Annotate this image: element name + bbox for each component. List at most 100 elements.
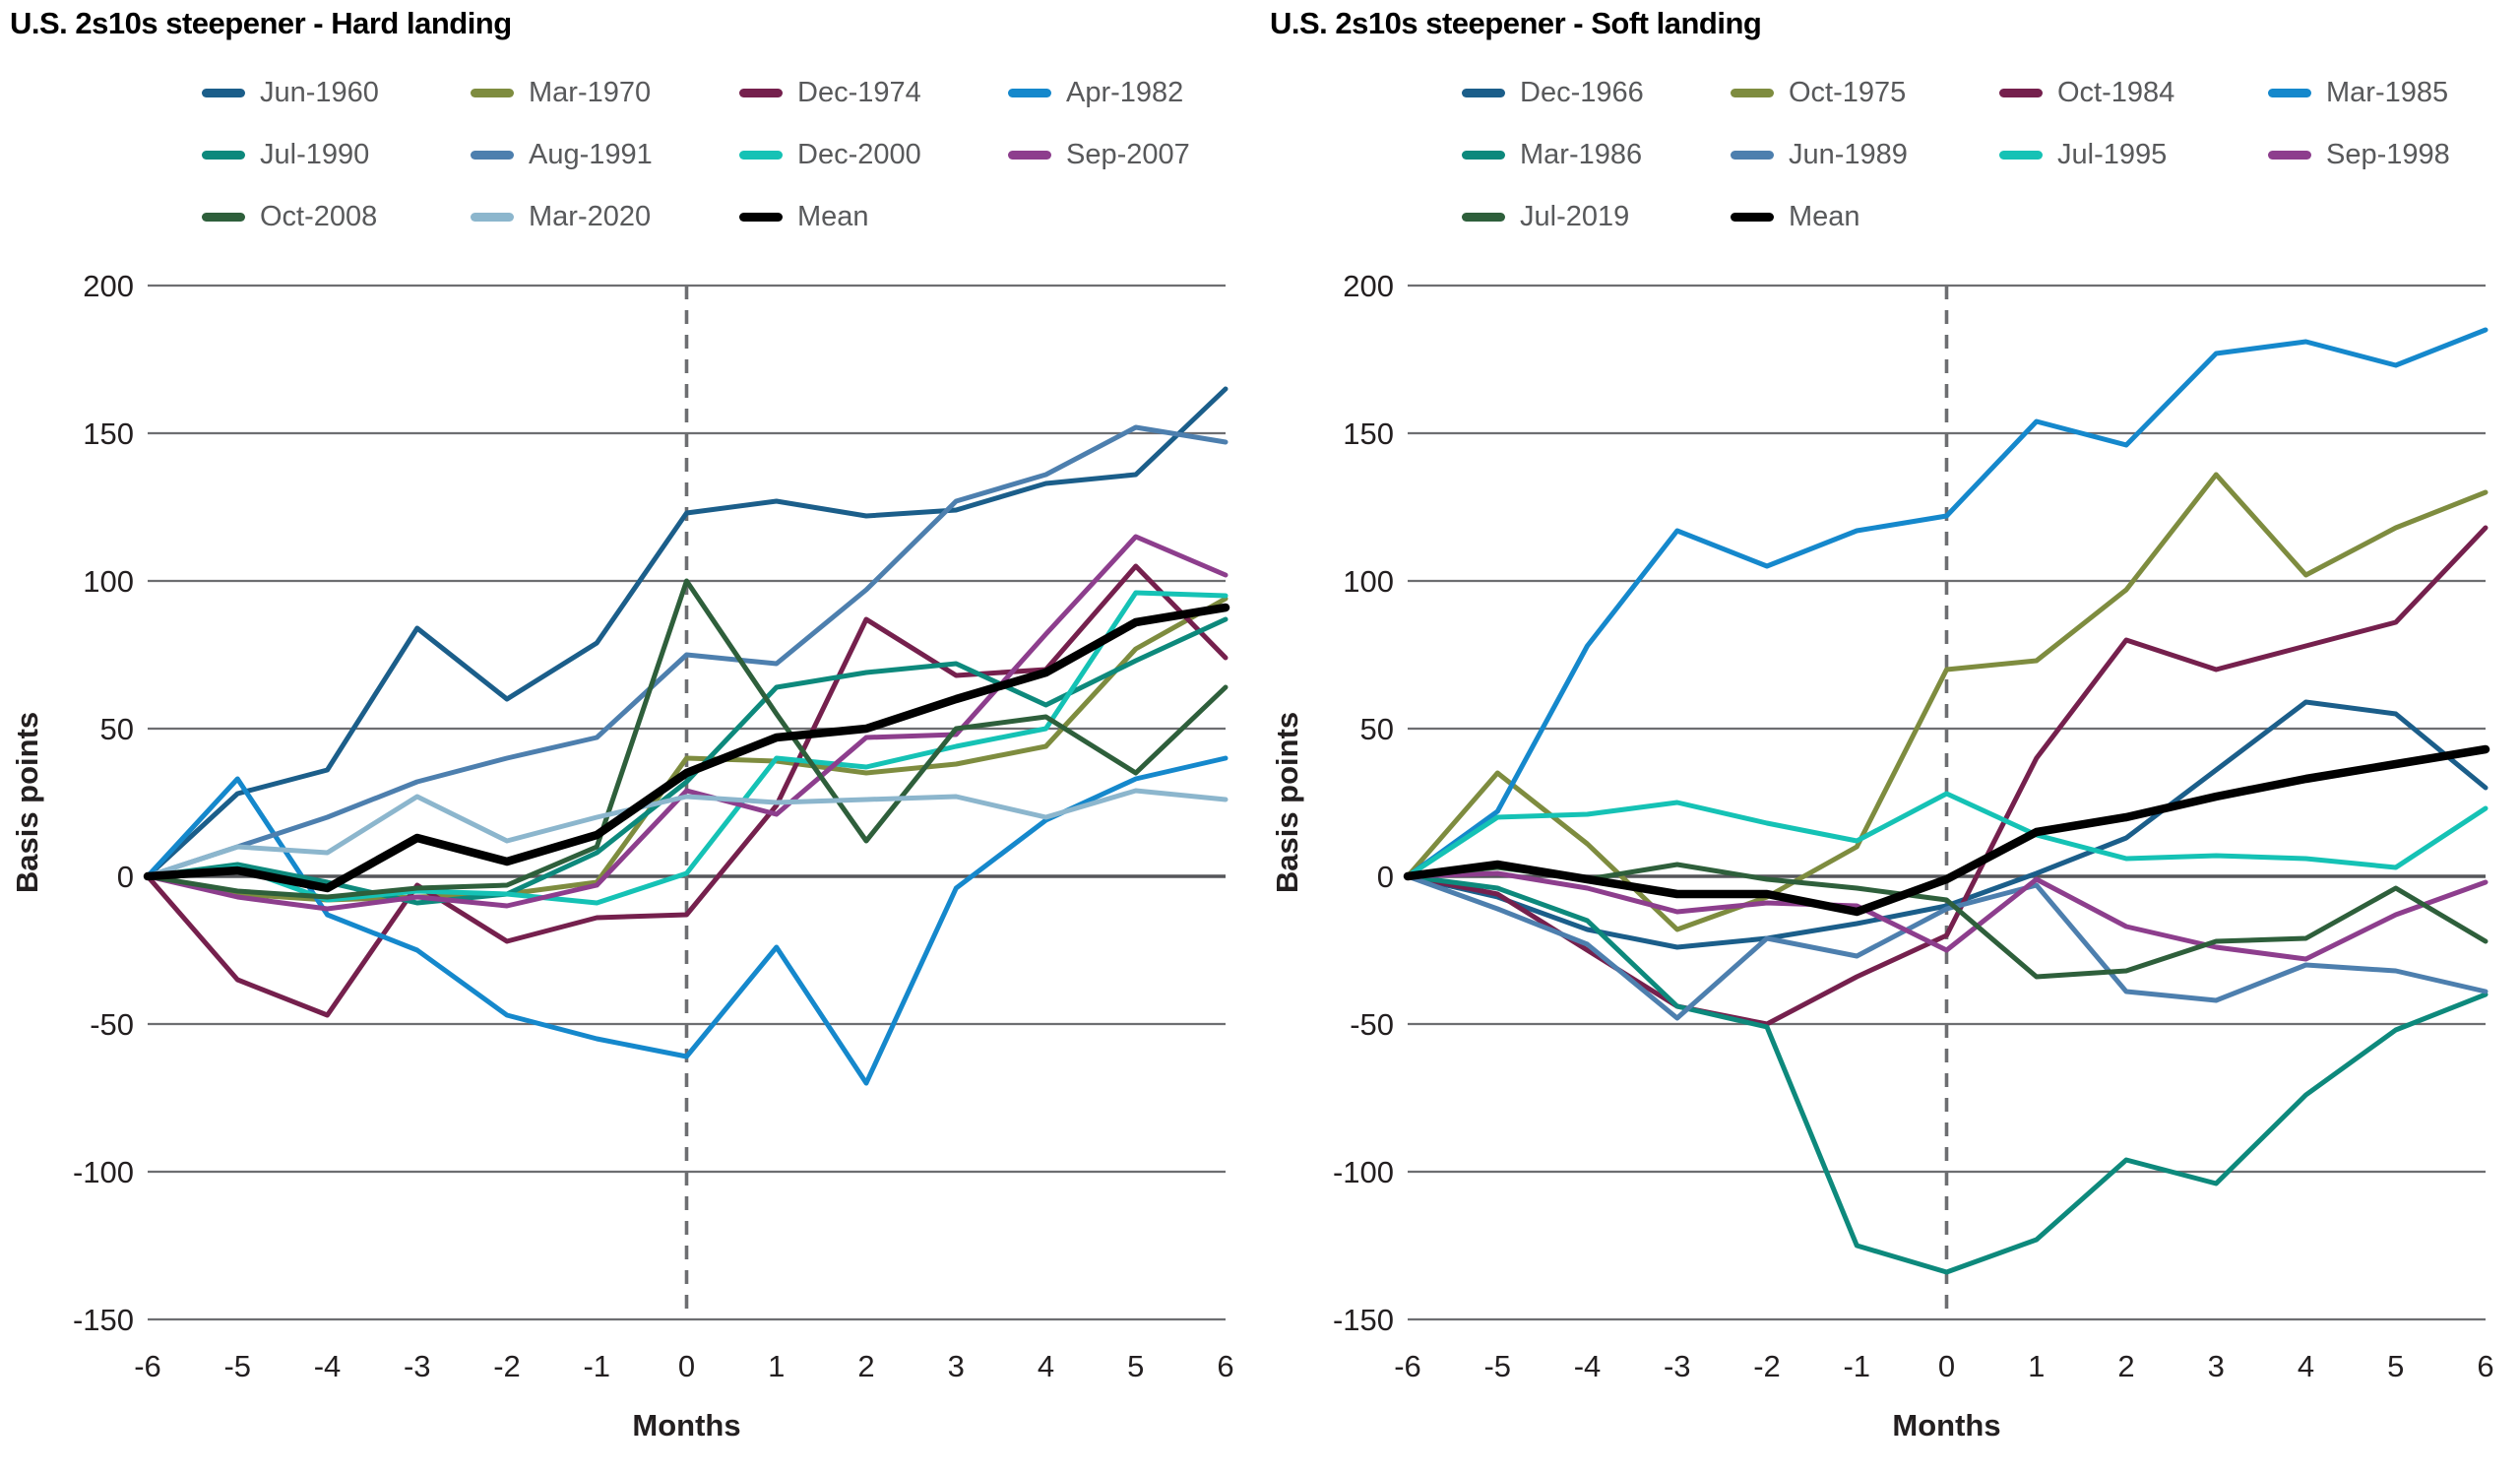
legend-item-sep-1998: Sep-1998 [2268, 139, 2520, 171]
x-tick-label: -2 [493, 1349, 521, 1383]
x-tick-label: 5 [2387, 1349, 2404, 1383]
series-line-dec-2000 [145, 590, 1228, 906]
legend-label: Mean [1789, 201, 1860, 232]
chart-title-soft-landing: U.S. 2s10s steepener - Soft landing [1270, 6, 1762, 40]
x-tick-label: 0 [1938, 1349, 1955, 1383]
legend-item-mar-1970: Mar-1970 [471, 77, 739, 109]
x-tick-label: -3 [1664, 1349, 1691, 1383]
legend-label: Sep-1998 [2326, 139, 2450, 170]
y-tick-label: -50 [1350, 1007, 1394, 1042]
legend-label: Jun-1960 [260, 77, 379, 108]
series-line-jun-1989 [1405, 873, 2488, 1021]
legend-swatch-icon [1008, 151, 1051, 160]
series-line-aug-1991 [145, 424, 1228, 879]
legend-swatch-icon [1731, 89, 1774, 97]
series-line-mar-1986 [1405, 873, 2488, 1275]
legend-swatch-icon [2268, 89, 2311, 97]
legend-swatch-icon [1462, 151, 1505, 160]
legend-swatch-icon [1008, 89, 1051, 97]
y-tick-label: 50 [100, 712, 134, 746]
legend-label: Mar-2020 [529, 201, 652, 232]
series-line-mar-2020 [145, 788, 1228, 879]
y-tick-label: 0 [1377, 860, 1394, 894]
series-line-jun-1960 [145, 386, 1228, 879]
series-line-sep-1998 [1405, 870, 2488, 962]
legend-swatch-icon [1731, 151, 1774, 160]
x-tick-label: 2 [2117, 1349, 2134, 1383]
series-line-dec-1966 [1405, 699, 2488, 950]
y-tick-label: -150 [73, 1303, 134, 1337]
legend-swatch-icon [739, 151, 783, 160]
y-tick-label: -50 [90, 1007, 134, 1042]
legend-swatch-icon [471, 213, 514, 222]
legend-row: Jul-1990 Aug-1991 Dec-2000 Sep-2007 [202, 139, 1277, 171]
legend-label: Jun-1989 [1789, 139, 1908, 170]
legend-label: Dec-2000 [797, 139, 921, 170]
legend-item-jul-1995: Jul-1995 [1999, 139, 2268, 171]
legend-swatch-icon [739, 213, 783, 222]
x-tick-label: -3 [404, 1349, 431, 1383]
panel-soft-landing: U.S. 2s10s steepener - Soft landing Dec-… [1260, 0, 2520, 1474]
legend-label: Mar-1985 [2326, 77, 2449, 108]
x-tick-label: 2 [857, 1349, 874, 1383]
legend-item-mean: Mean [1731, 201, 1999, 233]
legend-item-mar-2020: Mar-2020 [471, 201, 739, 233]
y-tick-label: 150 [83, 417, 134, 451]
legend-label: Sep-2007 [1066, 139, 1190, 170]
series-line-oct-1984 [1405, 525, 2488, 1027]
series-line-mean [143, 603, 1230, 893]
legend-swatch-icon [739, 89, 783, 97]
legend-item-oct-1984: Oct-1984 [1999, 77, 2268, 109]
legend-item-mean: Mean [739, 201, 1008, 233]
y-axis-title: Basis points [1270, 712, 1304, 893]
legend-item-jun-1989: Jun-1989 [1731, 139, 1999, 171]
legend-label: Jul-1990 [260, 139, 370, 170]
legend-item-jun-1960: Jun-1960 [202, 77, 471, 109]
legend-label: Oct-1975 [1789, 77, 1907, 108]
chart-plot-hard-landing: 200 150 100 50 0 -50 -100 -150-6 -5 -4 -3 -2 -1 0 1 2 3 4… [10, 269, 1234, 1442]
x-tick-label: -6 [134, 1349, 161, 1383]
x-tick-label: 6 [2477, 1349, 2493, 1383]
legend-swatch-icon [1999, 89, 2043, 97]
series-line-jul-1990 [145, 616, 1228, 906]
x-tick-label: -1 [583, 1349, 610, 1383]
legend-label: Apr-1982 [1066, 77, 1184, 108]
x-axis-title: Months [1892, 1408, 2000, 1442]
x-tick-label: -2 [1753, 1349, 1781, 1383]
legend-label: Jul-1995 [2057, 139, 2168, 170]
x-tick-label: 4 [2298, 1349, 2314, 1383]
legend-swatch-icon [1731, 213, 1774, 222]
legend-item-oct-1975: Oct-1975 [1731, 77, 1999, 109]
legend-swatch-icon [1462, 213, 1505, 222]
x-tick-label: 3 [948, 1349, 965, 1383]
chart-title-hard-landing: U.S. 2s10s steepener - Hard landing [10, 6, 512, 40]
series-line-apr-1982 [145, 755, 1228, 1086]
legend-swatch-icon [2268, 151, 2311, 160]
legend-row: Jun-1960 Mar-1970 Dec-1974 Apr-1982 [202, 77, 1277, 109]
legend-item-jul-2019: Jul-2019 [1462, 201, 1731, 233]
legend-item-sep-2007: Sep-2007 [1008, 139, 1277, 171]
x-tick-label: 1 [768, 1349, 785, 1383]
legend-soft-landing: Dec-1966 Oct-1975 Oct-1984 Mar-1985 Mar-1986… [1462, 77, 2520, 233]
legend-swatch-icon [202, 151, 245, 160]
legend-hard-landing: Jun-1960 Mar-1970 Dec-1974 Apr-1982 Jul-1990… [202, 77, 1277, 233]
legend-label: Mar-1986 [1520, 139, 1643, 170]
y-tick-label: -100 [73, 1155, 134, 1189]
y-axis-title: Basis points [10, 712, 44, 893]
legend-label: Dec-1974 [797, 77, 921, 108]
legend-item-dec-2000: Dec-2000 [739, 139, 1008, 171]
y-tick-label: 100 [83, 564, 134, 599]
legend-item-jul-1990: Jul-1990 [202, 139, 471, 171]
legend-item-oct-2008: Oct-2008 [202, 201, 471, 233]
legend-item-mar-1986: Mar-1986 [1462, 139, 1731, 171]
x-tick-label: 1 [2028, 1349, 2045, 1383]
legend-label: Aug-1991 [529, 139, 653, 170]
chart-plot-soft-landing: 200 150 100 50 0 -50 -100 -150-6 -5 -4 -3 -2 -1 0 1 2 3 4… [1270, 269, 2494, 1442]
legend-swatch-icon [471, 151, 514, 160]
legend-label: Dec-1966 [1520, 77, 1644, 108]
legend-item-aug-1991: Aug-1991 [471, 139, 739, 171]
x-tick-label: 5 [1127, 1349, 1144, 1383]
y-tick-label: 50 [1360, 712, 1394, 746]
legend-item-dec-1966: Dec-1966 [1462, 77, 1731, 109]
